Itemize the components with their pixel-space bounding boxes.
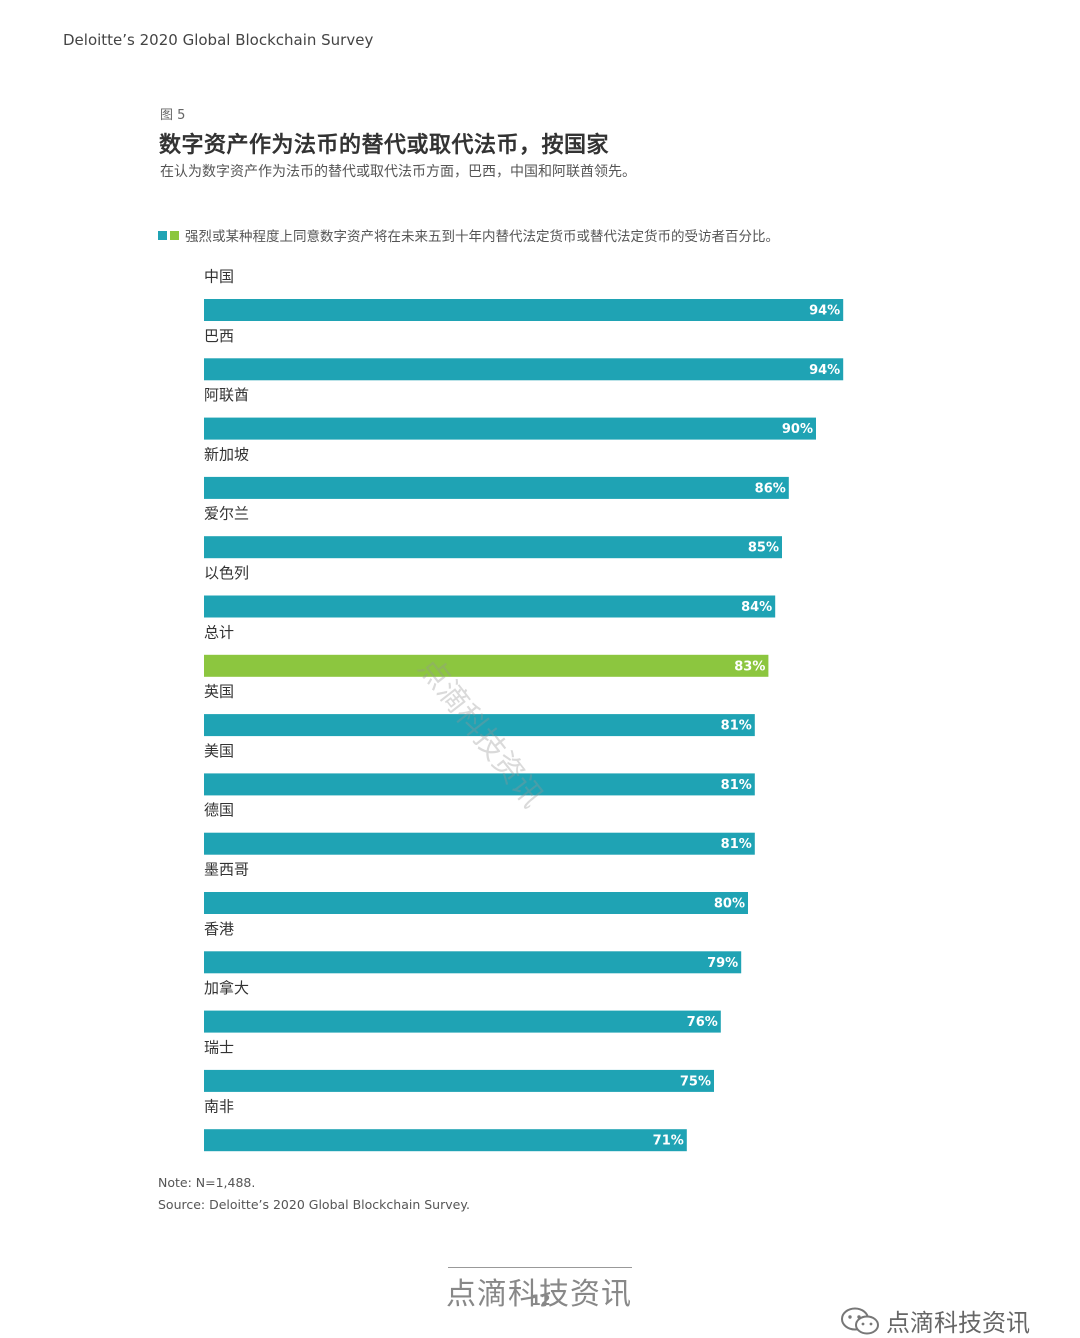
wechat-icon: [841, 1307, 879, 1334]
bar: [204, 536, 782, 559]
bar-value-label: 81%: [721, 837, 752, 852]
category-label: 加拿大: [204, 979, 249, 997]
bar-value-label: 84%: [741, 600, 772, 615]
category-label: 以色列: [204, 564, 249, 582]
chart-subtitle: 在认为数字资产作为法币的替代或取代法币方面，巴西，中国和阿联酋领先。: [160, 164, 636, 180]
category-label: 瑞士: [204, 1038, 234, 1056]
bar: [204, 476, 789, 499]
chart-legend: 强烈或某种程度上同意数字资产将在未来五到十年内替代法定货币或替代法定货币的受访者…: [158, 225, 779, 245]
report-header: Deloitte’s 2020 Global Blockchain Survey: [63, 31, 374, 49]
bar-value-label: 90%: [782, 422, 813, 437]
page-number: 12: [531, 1293, 551, 1309]
bar-value-label: 75%: [680, 1074, 711, 1089]
figure-label: 图 5: [160, 108, 186, 123]
bar-value-label: 80%: [714, 897, 745, 912]
bar-value-label: 71%: [653, 1134, 684, 1149]
category-label: 墨西哥: [204, 861, 249, 879]
category-label: 阿联酋: [204, 386, 249, 404]
category-label: 英国: [204, 683, 234, 701]
bar: [204, 1129, 687, 1152]
bar-value-label: 83%: [734, 659, 765, 674]
category-label: 中国: [204, 268, 234, 286]
chart-note: Note: N=1,488.: [158, 1175, 256, 1190]
bar: [204, 417, 816, 440]
bar: [204, 773, 755, 796]
chart-title: 数字资产作为法币的替代或取代法币，按国家: [159, 133, 610, 158]
footer-watermark: 点滴科技资讯: [446, 1277, 632, 1312]
bar: [204, 358, 844, 381]
legend-swatch-primary: [158, 230, 167, 240]
bar: [204, 1069, 714, 1092]
category-label: 香港: [204, 920, 234, 938]
bar: [204, 832, 755, 855]
legend-text: 强烈或某种程度上同意数字资产将在未来五到十年内替代法定货币或替代法定货币的受访者…: [185, 229, 779, 245]
bar-value-label: 81%: [721, 778, 752, 793]
bar: [204, 892, 748, 914]
category-label: 南非: [204, 1098, 234, 1116]
bar-total: [204, 654, 769, 677]
bar: [204, 595, 776, 618]
chart-source: Source: Deloitte’s 2020 Global Blockchai…: [158, 1197, 470, 1212]
bar: [204, 299, 844, 321]
bar-value-label: 85%: [748, 541, 779, 556]
corner-watermark: 点滴科技资讯: [840, 1303, 1030, 1338]
bar-value-label: 94%: [809, 304, 840, 319]
bar: [204, 714, 755, 737]
corner-watermark-text: 点滴科技资讯: [886, 1309, 1030, 1337]
bar-value-label: 86%: [755, 481, 786, 496]
bar-value-label: 76%: [687, 1015, 718, 1030]
category-label: 美国: [204, 742, 234, 760]
bar: [204, 951, 742, 974]
category-label: 爱尔兰: [204, 505, 249, 523]
bar-value-label: 81%: [721, 719, 752, 734]
bar-value-label: 79%: [707, 956, 738, 971]
category-label: 新加坡: [204, 445, 249, 463]
category-label: 德国: [204, 801, 234, 819]
category-label: 巴西: [204, 327, 234, 345]
category-label: 总计: [204, 623, 234, 641]
footer-divider: [448, 1267, 632, 1268]
bar: [204, 1010, 721, 1033]
bar-value-label: 94%: [809, 363, 840, 378]
legend-swatch-total: [170, 230, 179, 240]
